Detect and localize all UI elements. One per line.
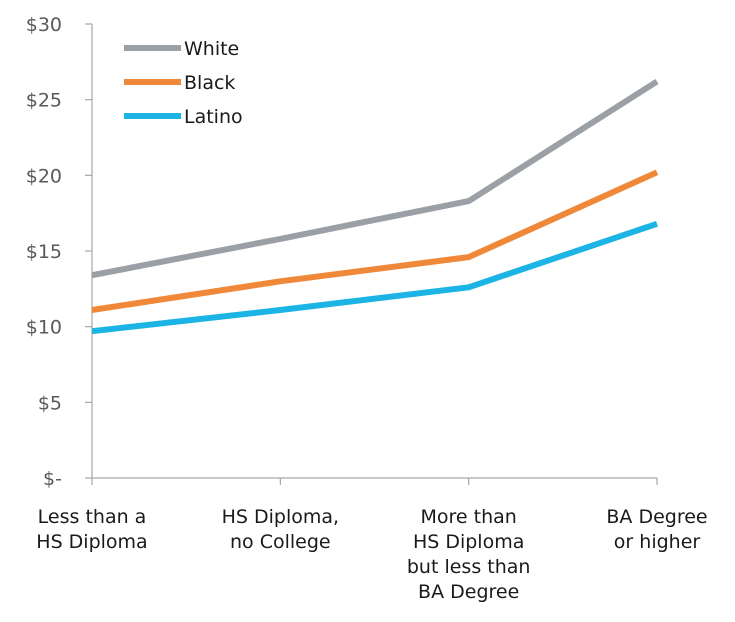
x-tick-label: BA Degree or higher	[606, 506, 707, 553]
chart-axes: $- $5 $10 $15 $20 $25 $30 Less than a HS Diploma…	[26, 14, 708, 603]
y-tick-label: $-	[43, 468, 62, 490]
x-tick-label-line: BA Degree	[418, 581, 519, 603]
x-tick-label-line: More than	[421, 506, 517, 528]
y-tick-label: $10	[26, 317, 62, 339]
x-tick-label-line: Less than a	[38, 506, 147, 528]
y-tick-label: $20	[26, 165, 62, 187]
y-tick-label: $30	[26, 14, 62, 36]
x-tick-label: More than HS Diploma but less than BA Degre…	[407, 506, 531, 603]
x-tick-label-line: HS Diploma	[413, 531, 524, 553]
x-tick-label-line: but less than	[407, 556, 531, 578]
chart-legend: White Black Latino	[124, 38, 243, 128]
series-line-white	[91, 78, 659, 279]
x-tick-label-line: no College	[230, 531, 331, 553]
x-tick-label-line: HS Diploma	[36, 531, 147, 553]
x-tick-label-line: or higher	[614, 531, 701, 553]
series-line-black	[91, 169, 659, 313]
x-tick-label: Less than a HS Diploma	[36, 506, 147, 553]
y-tick-label: $15	[26, 241, 62, 263]
y-tick-label: $5	[38, 392, 62, 414]
legend-label-latino: Latino	[184, 106, 243, 128]
legend-label-white: White	[184, 38, 239, 60]
x-tick-label-line: BA Degree	[606, 506, 707, 528]
chart-series	[91, 78, 659, 335]
x-tick-label-line: HS Diploma,	[222, 506, 339, 528]
x-tick-label: HS Diploma, no College	[222, 506, 339, 553]
series-line-latino	[91, 220, 658, 335]
legend-label-black: Black	[184, 72, 235, 94]
y-tick-label: $25	[26, 90, 62, 112]
